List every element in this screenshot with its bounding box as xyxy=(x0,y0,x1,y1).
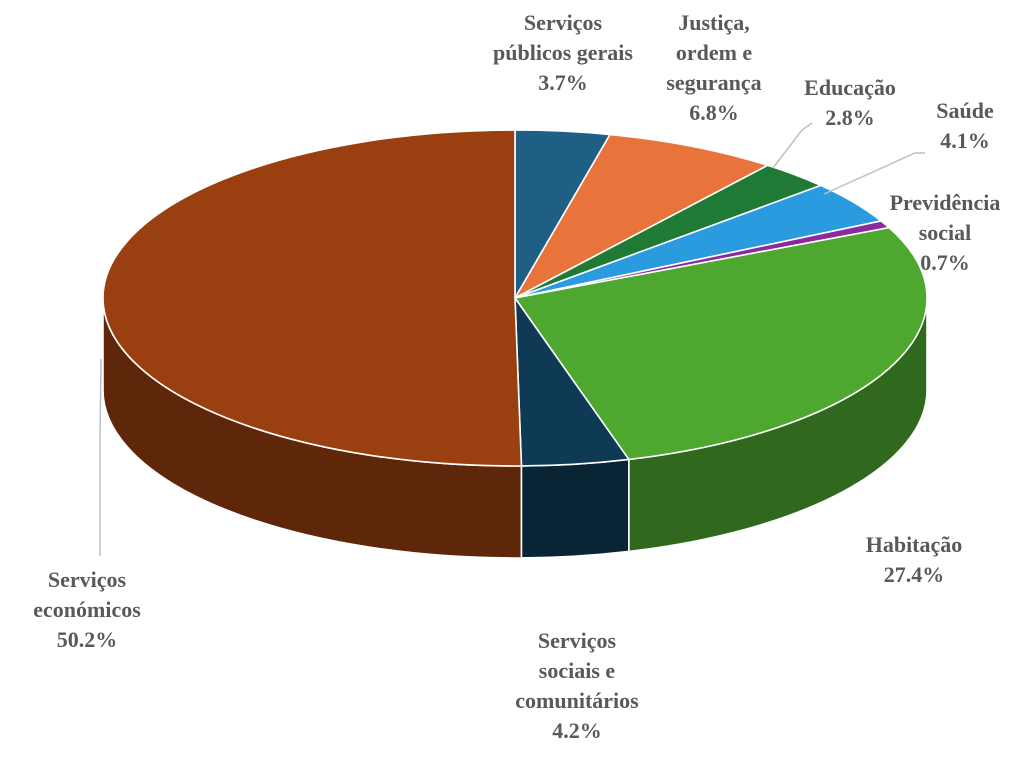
slice-label-line: comunitários xyxy=(515,688,639,713)
slice-value-label: 2.8% xyxy=(825,105,875,130)
slice-label-line: Habitação xyxy=(866,532,963,557)
pie-slice-side xyxy=(520,458,630,559)
leader-lines xyxy=(99,122,925,556)
leader-line xyxy=(823,152,925,195)
pie-top-layer xyxy=(102,129,928,467)
slice-label-line: Serviços xyxy=(538,628,617,653)
pie-depth-layer xyxy=(102,297,928,559)
slice-label-line: Educação xyxy=(804,75,896,100)
slice-value-label: 4.2% xyxy=(552,718,602,743)
slice-label: Serviços económicos 50.2% xyxy=(33,567,141,652)
slice-label-line: Previdência xyxy=(890,190,1001,215)
slice-label: Educação 2.8% xyxy=(804,75,896,130)
slice-value-label: 50.2% xyxy=(57,627,118,652)
slice-label: Serviços sociais e comunitários 4.2% xyxy=(515,628,639,743)
slice-value-label: 27.4% xyxy=(884,562,945,587)
slice-label: Previdência social 0.7% xyxy=(890,190,1001,275)
slice-label-line: sociais e xyxy=(539,658,616,683)
slice-label-line: públicos gerais xyxy=(493,40,633,65)
slice-value-label: 4.1% xyxy=(940,128,990,153)
slice-labels: Serviços públicos gerais 3.7% Justiça, ordem… xyxy=(33,10,1000,743)
slice-label: Serviços públicos gerais 3.7% xyxy=(493,10,633,95)
pie-slice xyxy=(514,226,928,461)
leader-line xyxy=(772,122,813,169)
slice-value-label: 0.7% xyxy=(920,250,970,275)
slice-label-line: Serviços xyxy=(48,567,127,592)
slice-label-line: Justiça, xyxy=(678,10,750,35)
slice-label-line: social xyxy=(919,220,972,245)
pie-slice xyxy=(102,129,523,467)
slice-label-line: ordem e xyxy=(676,40,753,65)
slice-label-line: segurança xyxy=(666,70,761,95)
slice-label-line: Serviços xyxy=(524,10,603,35)
slice-label-line: económicos xyxy=(33,597,141,622)
pie-slice xyxy=(514,133,769,299)
slice-label-line: Saúde xyxy=(936,98,994,123)
slice-value-label: 3.7% xyxy=(538,70,588,95)
slice-value-label: 6.8% xyxy=(689,100,739,125)
slice-label: Saúde 4.1% xyxy=(936,98,994,153)
leader-line xyxy=(99,358,102,556)
slice-label: Habitação 27.4% xyxy=(866,532,963,587)
slice-label: Justiça, ordem e segurança 6.8% xyxy=(666,10,761,125)
